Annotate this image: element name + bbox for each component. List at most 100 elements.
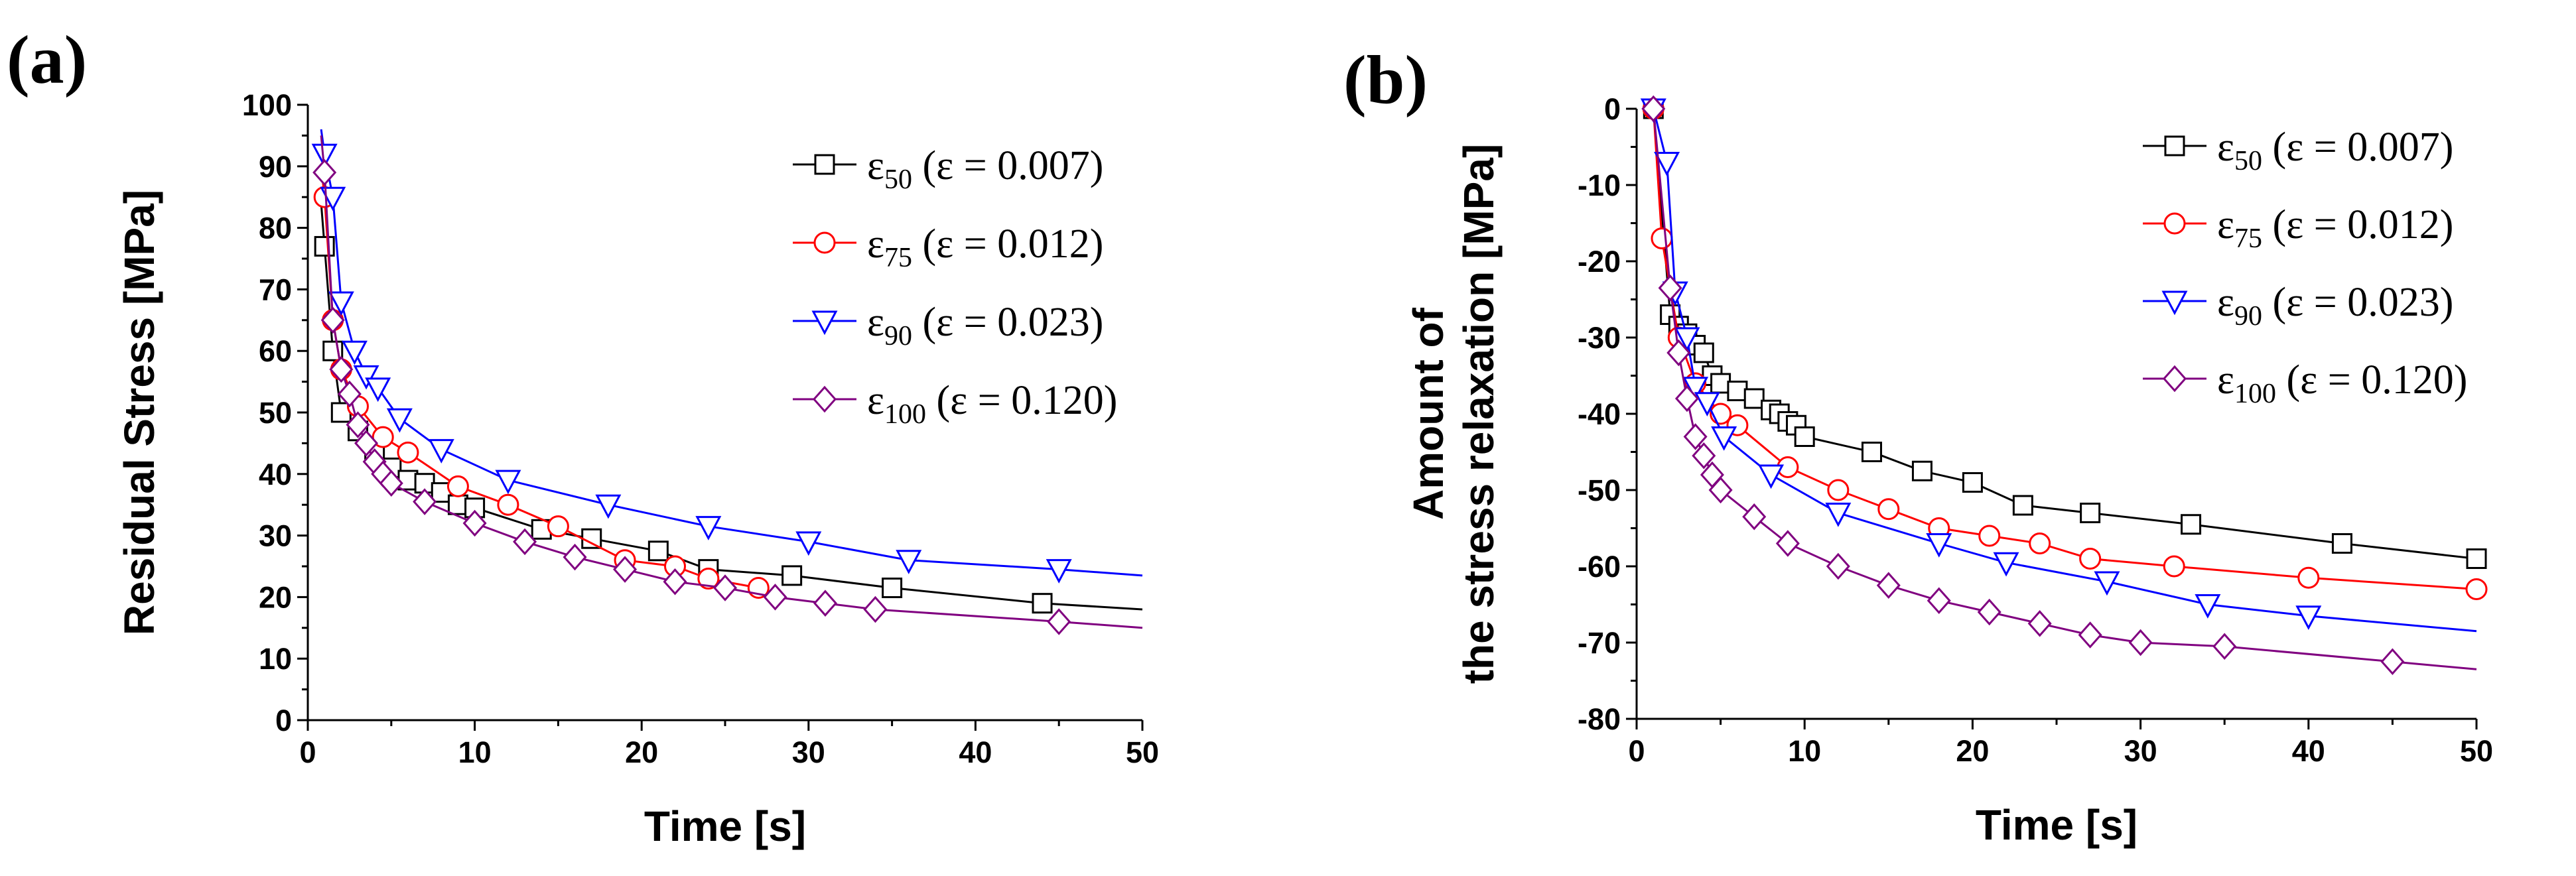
chart-b-series-100-point bbox=[1683, 423, 1708, 450]
chart-b-y-axis-title-line2: the stress relaxation [MPa] bbox=[1455, 144, 1503, 684]
chart-a-legend-50-label: ε50 (ε = 0.007) bbox=[867, 143, 1103, 195]
chart-b-x-tick-label: 10 bbox=[1788, 734, 1821, 768]
chart-b-series-75-point bbox=[2297, 566, 2320, 589]
chart-b-series-100-point bbox=[1658, 274, 1682, 302]
chart-a-series-75-point bbox=[697, 568, 720, 590]
panel-b-label: (b) bbox=[1343, 42, 1428, 118]
chart-b-legend-50-marker bbox=[2164, 135, 2185, 156]
chart-a-series-100-point bbox=[613, 556, 638, 583]
chart-a-x-axis-title: Time [s] bbox=[644, 802, 806, 850]
chart-b-series-75-point bbox=[1651, 227, 1673, 249]
chart-a-series-75-point bbox=[372, 426, 394, 448]
chart-b-series-90-point bbox=[1825, 503, 1852, 527]
chart-a-series-90-point bbox=[353, 365, 379, 390]
chart-b-series-50-point bbox=[1710, 373, 1731, 394]
chart-b-series-100-point bbox=[1708, 476, 1733, 504]
chart-b: 0 10 20 30 40 50 -80 -70 -60 -50 -40 -30 -20 -10 0 Time… bbox=[1404, 92, 2493, 849]
chart-b-series-75-point bbox=[1827, 479, 1850, 501]
chart-b-series-100-point bbox=[2027, 609, 2052, 637]
chart-b-series-90-point bbox=[1674, 327, 1700, 352]
chart-a-series-100-point bbox=[663, 568, 687, 595]
chart-a-series-100-point bbox=[712, 574, 738, 601]
chart-a-series-100-point bbox=[763, 584, 787, 611]
chart-b-y-tick-label: -70 bbox=[1578, 626, 1621, 660]
chart-b-series-90-point bbox=[1993, 552, 2019, 577]
chart-b-x-tick-label: 40 bbox=[2292, 734, 2325, 768]
chart-a-series-90-point bbox=[896, 550, 922, 574]
chart-b-x-tick-label: 30 bbox=[2124, 734, 2157, 768]
chart-a-series-100-point bbox=[337, 380, 362, 408]
chart-a-series-90-point bbox=[365, 377, 391, 403]
chart-a-series-50-point bbox=[1032, 593, 1053, 614]
chart-b-x-tick-label: 50 bbox=[2460, 734, 2493, 768]
chart-a-legend-90-label: ε90 (ε = 0.023) bbox=[867, 300, 1103, 351]
chart-b-series-100-point bbox=[1775, 530, 1800, 557]
chart-b-series-75-point bbox=[2465, 578, 2488, 600]
chart-b-series-50-point bbox=[2080, 503, 2101, 523]
chart-a-y-tick-label: 20 bbox=[259, 580, 292, 614]
chart-b-series-100-point bbox=[1742, 503, 1767, 531]
chart-b-series-75 bbox=[1642, 97, 2488, 600]
chart-a-legend-100-label: ε100 (ε = 0.120) bbox=[867, 378, 1117, 430]
chart-a-series-90-point bbox=[428, 439, 454, 464]
chart-a: 0 10 20 30 40 50 0 10 20 30 40 50 60 70 80 90 100 Time [s… bbox=[115, 88, 1159, 850]
chart-b-series-100-point bbox=[1692, 442, 1716, 469]
chart-a-series-75-point bbox=[547, 515, 569, 538]
chart-b-y-tick-label: -80 bbox=[1578, 702, 1621, 736]
chart-b-y-tick-label: -30 bbox=[1578, 321, 1621, 355]
chart-b-series-100-point bbox=[1826, 552, 1850, 580]
chart-a-series-50-point bbox=[647, 540, 669, 562]
chart-a-series-90-point bbox=[328, 291, 354, 316]
chart-a-x-tick-label: 50 bbox=[1126, 735, 1159, 769]
chart-b-series-90-point bbox=[2094, 571, 2120, 596]
chart-a-x-tick-label: 30 bbox=[792, 735, 825, 769]
chart-a-series-75-point bbox=[446, 475, 469, 497]
chart-a-legend-75-marker bbox=[813, 231, 836, 254]
chart-a-series-100-line bbox=[320, 135, 1143, 629]
chart-a-series-90 bbox=[311, 129, 1143, 584]
chart-a-series-100-point bbox=[346, 411, 370, 438]
chart-a-series-100-point bbox=[312, 158, 337, 186]
chart-b-legend-100-label: ε100 (ε = 0.120) bbox=[2217, 357, 2467, 409]
chart-b-series-100-point bbox=[2078, 621, 2102, 649]
chart-a-series-90-point bbox=[1046, 559, 1072, 584]
chart-a-series-90-point bbox=[495, 469, 521, 495]
chart-a-y-tick-label: 10 bbox=[259, 642, 292, 676]
chart-a-series-100-point bbox=[379, 469, 403, 497]
chart-a-series-100-point bbox=[563, 543, 587, 571]
chart-b-series-90-point bbox=[1711, 426, 1737, 451]
chart-a-y-tick-label: 90 bbox=[259, 150, 292, 184]
chart-b-legend-50-label: ε50 (ε = 0.007) bbox=[2217, 125, 2453, 176]
chart-b-series-100-point bbox=[1927, 587, 1951, 615]
chart-a-series-90-point bbox=[595, 494, 622, 519]
chart-a-series-90-point bbox=[795, 531, 822, 556]
chart-a-y-tick-label: 60 bbox=[259, 334, 292, 368]
chart-b-series-90-point bbox=[1654, 152, 1680, 176]
chart-a-legend-90-marker bbox=[811, 310, 838, 336]
chart-b-y-tick-label: -20 bbox=[1578, 245, 1621, 279]
chart-a-series-90-line bbox=[320, 129, 1143, 577]
chart-a-series-75-point bbox=[497, 493, 519, 516]
chart-a-y-tick-label: 50 bbox=[259, 396, 292, 430]
chart-a-series-100-point bbox=[329, 355, 354, 383]
chart-b-series-100-point bbox=[1666, 339, 1691, 367]
chart-a-series-75-point bbox=[397, 441, 419, 464]
chart-b-series-50-point bbox=[1962, 472, 1983, 493]
chart-a-series-50-point bbox=[882, 577, 903, 598]
chart-b-legend-75-label: ε75 (ε = 0.012) bbox=[2217, 202, 2453, 254]
chart-b-y-tick-label: -40 bbox=[1578, 397, 1621, 431]
chart-b-series-90-point bbox=[2295, 605, 2322, 630]
chart-b-series-100-point bbox=[1876, 572, 1901, 599]
chart-a-series-90-point bbox=[311, 143, 338, 168]
chart-b-series-50-point bbox=[1743, 388, 1765, 409]
chart-b-series-75-point bbox=[2163, 555, 2185, 578]
chart-a-y-axis-title: Residual Stress [MPa] bbox=[115, 190, 163, 635]
chart-a-x-tick-label: 40 bbox=[959, 735, 992, 769]
chart-b-series-50-line bbox=[1652, 108, 2477, 560]
chart-b-series-50-point bbox=[1861, 442, 1882, 462]
chart-b-x-tick-label: 20 bbox=[1956, 734, 1989, 768]
chart-a-series-50-point bbox=[781, 565, 803, 586]
chart-b-legend-75-marker bbox=[2163, 212, 2186, 235]
chart-a-series-100-point bbox=[413, 488, 437, 515]
